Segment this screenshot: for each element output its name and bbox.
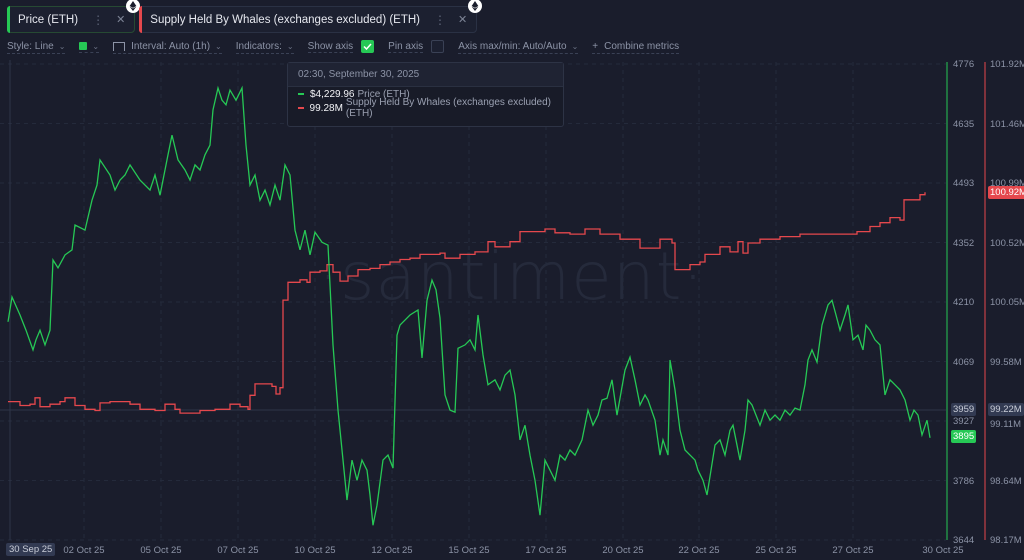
pin-axis-checkbox[interactable] bbox=[431, 40, 445, 53]
x-axis-tick: 17 Oct 25 bbox=[525, 545, 567, 556]
metric-color-stripe bbox=[7, 6, 10, 33]
close-icon[interactable]: ✕ bbox=[458, 14, 468, 26]
axis-minmax-label: Axis max/min: Auto/Auto bbox=[458, 40, 567, 52]
price-axis-tick: 4493 bbox=[953, 178, 975, 189]
price-axis-tick: 4635 bbox=[953, 119, 975, 130]
x-axis-tick: 25 Oct 25 bbox=[755, 545, 797, 556]
x-axis-tick: 15 Oct 25 bbox=[448, 545, 490, 556]
indicators-dropdown[interactable]: Indicators: ⌄ bbox=[235, 40, 294, 54]
metric-chip-price[interactable]: Price (ETH) ⋮ ✕ bbox=[7, 0, 141, 33]
tooltip-value: 99.28M bbox=[309, 102, 343, 114]
metric-label: Supply Held By Whales (exchanges exclude… bbox=[150, 13, 421, 26]
ethereum-icon bbox=[468, 0, 483, 13]
whale-axis-tick: 100.05M bbox=[990, 297, 1024, 308]
color-swatch bbox=[79, 42, 88, 50]
show-axis-checkbox[interactable] bbox=[361, 40, 375, 53]
axis-minmax-dropdown[interactable]: Axis max/min: Auto/Auto ⌄ bbox=[458, 40, 579, 54]
metric-chip-whale-supply[interactable]: Supply Held By Whales (exchanges exclude… bbox=[139, 0, 483, 33]
tooltip-datetime: 02:30, September 30, 2025 bbox=[288, 63, 563, 87]
whale-axis-tick: 100.99M bbox=[990, 178, 1024, 189]
x-axis-tick: 20 Oct 25 bbox=[602, 545, 644, 556]
plus-icon: + bbox=[592, 40, 599, 52]
whale-crosshair-badge: 99.22M bbox=[988, 403, 1024, 416]
more-options-icon[interactable]: ⋮ bbox=[92, 12, 105, 27]
whale-axis-tick: 101.92M bbox=[990, 59, 1024, 70]
combine-metrics-button[interactable]: + Combine metrics bbox=[592, 40, 680, 54]
ethereum-icon bbox=[126, 0, 141, 13]
chart-toolbar: Style: Line ⌄ ⌄ Interval: Auto (1h) ⌄ In… bbox=[7, 39, 693, 55]
tooltip-value: $4,229.96 bbox=[310, 88, 355, 100]
close-icon[interactable]: ✕ bbox=[116, 14, 126, 26]
price-axis-tick: 4776 bbox=[953, 59, 975, 70]
tooltip-row-whale: 99.28M Supply Held By Whales (exchanges … bbox=[298, 97, 563, 119]
price-axis-tick: 4210 bbox=[953, 297, 975, 308]
whale-axis-tick: 100.52M bbox=[990, 238, 1024, 249]
grid-lines bbox=[0, 62, 946, 541]
x-axis-tick: 22 Oct 25 bbox=[678, 545, 720, 556]
whale-axis-tick: 101.46M bbox=[990, 119, 1024, 130]
price-line bbox=[7, 85, 931, 526]
tooltip-row-price: $4,229.96 Price (ETH) bbox=[298, 87, 563, 101]
chevron-down-icon: ⌄ bbox=[92, 41, 100, 51]
tooltip-metric-name: Supply Held By Whales (exchanges exclude… bbox=[345, 97, 552, 119]
x-axis-tick: 12 Oct 25 bbox=[371, 545, 413, 556]
more-options-icon[interactable]: ⋮ bbox=[434, 12, 447, 27]
color-picker[interactable]: ⌄ bbox=[79, 41, 100, 53]
chevron-down-icon: ⌄ bbox=[286, 41, 294, 51]
x-axis-tick: 27 Oct 25 bbox=[832, 545, 874, 556]
price-axis-tick: 3644 bbox=[953, 535, 975, 546]
x-axis-tick: 10 Oct 25 bbox=[294, 545, 336, 556]
hover-tooltip: 02:30, September 30, 2025 $4,229.96 Pric… bbox=[287, 62, 564, 127]
whale-current-badge: 100.92M bbox=[988, 186, 1024, 199]
whale-axis-tick: 99.58M bbox=[990, 357, 1022, 368]
price-axis-tick: 3786 bbox=[953, 476, 975, 487]
ruler-icon bbox=[113, 41, 126, 51]
x-axis-tick: 02 Oct 25 bbox=[63, 545, 105, 556]
whale-axis-tick: 98.64M bbox=[990, 476, 1022, 487]
tooltip-metric-name: Price (ETH) bbox=[357, 88, 410, 100]
whale-supply-line bbox=[8, 192, 926, 414]
chevron-down-icon: ⌄ bbox=[571, 41, 579, 51]
price-axis-tick: 3927 bbox=[953, 416, 975, 427]
pin-axis-toggle[interactable]: Pin axis bbox=[388, 40, 445, 54]
legend-dash-icon bbox=[298, 93, 304, 95]
price-current-badge: 3895 bbox=[951, 430, 977, 443]
legend-dash-icon bbox=[298, 107, 304, 109]
check-icon bbox=[363, 43, 372, 50]
x-crosshair-badge: 30 Sep 25 bbox=[6, 543, 56, 556]
pin-axis-label: Pin axis bbox=[388, 40, 424, 53]
chevron-down-icon: ⌄ bbox=[58, 41, 66, 51]
metric-label: Price (ETH) bbox=[18, 13, 79, 26]
whale-axis-tick: 99.11M bbox=[990, 419, 1021, 430]
show-axis-label: Show axis bbox=[307, 40, 354, 53]
style-dropdown[interactable]: Style: Line ⌄ bbox=[7, 40, 66, 54]
chevron-down-icon: ⌄ bbox=[215, 41, 222, 51]
metric-color-stripe bbox=[139, 6, 143, 33]
interval-label: Interval: Auto (1h) bbox=[131, 40, 211, 52]
whale-axis-tick: 98.17M bbox=[990, 535, 1022, 546]
indicators-label: Indicators: bbox=[235, 40, 282, 52]
x-axis-tick: 30 Oct 25 bbox=[922, 545, 964, 556]
metrics-bar: Price (ETH) ⋮ ✕ Supply Held By Whales (e… bbox=[7, 0, 483, 33]
x-axis-tick: 05 Oct 25 bbox=[140, 545, 182, 556]
interval-dropdown[interactable]: Interval: Auto (1h) ⌄ bbox=[113, 41, 222, 54]
combine-metrics-label: Combine metrics bbox=[604, 40, 680, 52]
price-axis-tick: 4069 bbox=[953, 357, 975, 368]
x-axis-tick: 07 Oct 25 bbox=[217, 545, 259, 556]
price-axis-tick: 4352 bbox=[953, 238, 975, 249]
show-axis-toggle[interactable]: Show axis bbox=[307, 40, 375, 54]
price-crosshair-badge: 3959 bbox=[951, 403, 977, 416]
style-label: Style: Line bbox=[7, 40, 54, 52]
